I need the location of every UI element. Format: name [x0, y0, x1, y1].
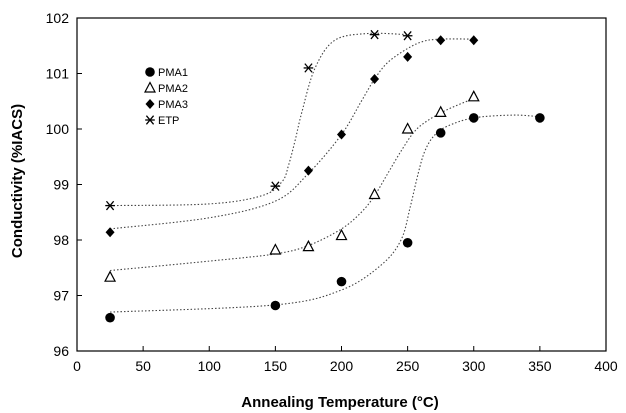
data-point-etp	[270, 181, 281, 191]
legend-label-etp: ETP	[158, 115, 179, 127]
trend-curve-etp	[110, 32, 408, 207]
x-axis-title: Annealing Temperature (°C)	[241, 394, 438, 411]
x-tick-label: 400	[594, 358, 618, 374]
data-point-pma1	[468, 113, 479, 123]
trend-curve-pma3	[110, 38, 474, 230]
data-point-pma1	[435, 128, 446, 138]
y-tick-label: 100	[46, 121, 70, 137]
y-tick-label: 98	[53, 232, 69, 248]
data-point-pma1	[336, 276, 347, 287]
plot-frame	[76, 17, 607, 352]
x-tick-label: 200	[330, 358, 354, 374]
x-tick-label: 0	[73, 358, 81, 374]
x-tick-label: 250	[396, 358, 420, 374]
y-tick-label: 99	[53, 177, 69, 193]
data-point-pma2	[302, 239, 315, 252]
x-tick-label: 350	[528, 358, 552, 374]
x-tick-label: 150	[264, 358, 288, 374]
data-point-etp	[303, 63, 314, 73]
data-point-pma1	[535, 113, 545, 123]
data-point-pma3	[303, 165, 313, 176]
data-point-pma3	[436, 35, 446, 46]
data-point-pma2	[335, 228, 348, 241]
data-point-pma3	[403, 51, 413, 62]
x-tick-label: 50	[135, 358, 151, 374]
y-tick-label: 97	[53, 288, 69, 304]
data-point-pma1	[105, 312, 115, 323]
data-point-etp	[105, 200, 115, 211]
data-point-pma1	[270, 300, 281, 311]
data-point-pma2	[104, 270, 117, 282]
x-tick-label: 300	[462, 358, 486, 374]
legend-label-pma2: PMA2	[158, 83, 188, 95]
y-tick-label: 96	[53, 343, 69, 359]
legend-marker-etp	[145, 115, 155, 125]
data-point-pma2	[368, 187, 381, 200]
data-point-pma2	[401, 122, 414, 134]
trend-curve-pma1	[110, 114, 540, 313]
data-point-pma2	[467, 90, 480, 102]
y-tick-label: 102	[46, 10, 70, 26]
legend-marker-pma3	[145, 99, 155, 109]
legend: PMA1 PMA2 PMA3 ETP	[144, 67, 188, 127]
data-point-etp	[369, 29, 380, 40]
data-point-pma2	[434, 105, 447, 117]
legend-marker-pma2	[144, 81, 156, 93]
y-tick-label: 101	[46, 66, 70, 82]
axis-ticks: 0 50 100 150 200 250 300 350 400 96 97 98 99 100 101 10…	[46, 10, 618, 374]
data-points	[104, 29, 545, 323]
legend-label-pma3: PMA3	[158, 99, 188, 111]
data-point-etp	[402, 31, 413, 41]
trend-curves	[110, 32, 540, 313]
data-point-pma3	[469, 35, 479, 46]
data-point-pma3	[105, 227, 115, 238]
plot-border	[76, 17, 607, 352]
data-point-pma1	[402, 237, 413, 248]
data-point-pma3	[370, 74, 380, 85]
data-point-pma3	[337, 129, 346, 140]
legend-marker-pma1	[145, 67, 155, 77]
legend-label-pma1: PMA1	[158, 67, 188, 79]
data-point-pma2	[269, 243, 282, 255]
y-axis-title: Conductivity (%IACS)	[9, 104, 26, 258]
x-tick-label: 100	[198, 358, 222, 374]
